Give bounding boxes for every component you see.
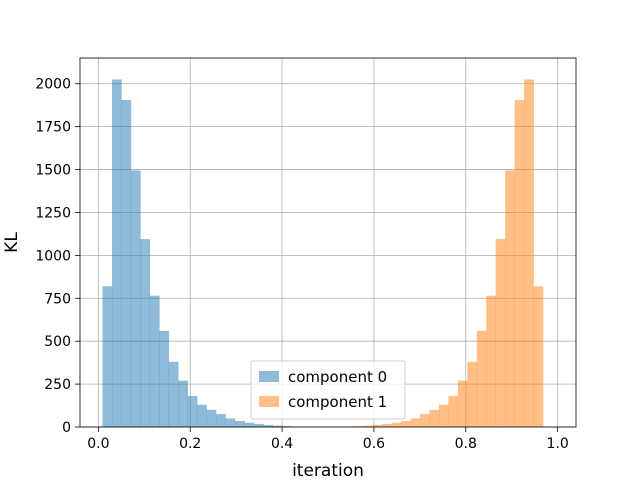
- legend-label-component-1: component 1: [288, 393, 387, 411]
- y-tick-label: 750: [44, 291, 71, 307]
- histogram-bar-component-1: [410, 418, 421, 427]
- histogram-bar-component-1: [391, 422, 402, 427]
- y-tick-label: 0: [62, 420, 71, 436]
- histogram-bar-component-1: [363, 425, 374, 427]
- histogram-bar-component-0: [130, 170, 141, 428]
- histogram-bar-component-0: [187, 396, 198, 427]
- legend: component 0 component 1: [250, 360, 406, 420]
- histogram-bar-component-1: [353, 426, 364, 427]
- y-tick-label: 1250: [35, 205, 71, 221]
- histogram-bar-component-1: [476, 330, 487, 427]
- y-tick-label: 1750: [35, 120, 71, 136]
- histogram-bar-component-1: [448, 396, 459, 427]
- histogram-bar-component-0: [234, 420, 245, 427]
- histogram-bar-component-1: [372, 424, 383, 427]
- x-tick-label: 0.2: [179, 436, 201, 452]
- histogram-bar-component-0: [121, 100, 132, 428]
- y-tick-label: 1500: [35, 163, 71, 179]
- x-tick-label: 0.0: [87, 436, 109, 452]
- x-tick-label: 0.8: [455, 436, 477, 452]
- histogram-bar-component-0: [178, 380, 188, 427]
- histogram-bar-component-0: [149, 295, 160, 427]
- histogram-bar-component-0: [206, 409, 217, 427]
- histogram-bar-component-1: [382, 423, 392, 427]
- histogram-bar-component-1: [533, 286, 544, 427]
- histogram-bar-component-0: [282, 426, 293, 427]
- x-tick-label: 0.4: [271, 436, 293, 452]
- legend-swatch-component-1: [259, 396, 279, 407]
- histogram-bar-component-1: [495, 239, 506, 427]
- histogram-bar-component-0: [225, 418, 236, 427]
- histogram-bar-component-1: [438, 404, 449, 427]
- histogram-bar-component-0: [216, 414, 226, 427]
- axis-ticks: 0.0 0.2 0.4 0.6 0.8 1.0 0 250 500 750 1000 1250 1500…: [35, 77, 568, 452]
- x-axis-label: iteration: [292, 461, 364, 480]
- x-tick-label: 1.0: [546, 436, 568, 452]
- histogram-bar-component-0: [102, 286, 113, 427]
- histogram-bar-component-1: [467, 361, 478, 427]
- histogram-bar-component-0: [159, 330, 170, 427]
- histogram-bars: [102, 79, 544, 428]
- histogram-bar-component-1: [429, 409, 440, 427]
- y-tick-label: 1000: [35, 248, 71, 264]
- y-tick-label: 250: [44, 377, 71, 393]
- histogram-bar-component-1: [401, 420, 411, 427]
- histogram-bar-component-1: [457, 380, 468, 427]
- x-tick-label: 0.6: [363, 436, 385, 452]
- histogram-bar-component-1: [486, 295, 497, 427]
- histogram-bar-component-1: [514, 100, 525, 428]
- histogram-bar-component-0: [111, 79, 122, 427]
- legend-box: [250, 360, 406, 420]
- histogram-bar-component-0: [140, 239, 151, 427]
- y-axis-label: KL: [2, 232, 22, 253]
- plot-frame: [79, 57, 577, 428]
- histogram-bar-component-0: [272, 425, 283, 427]
- histogram-bar-component-1: [420, 414, 430, 427]
- histogram-bar-component-0: [244, 422, 255, 427]
- histogram-bar-component-1: [505, 170, 515, 428]
- histogram-bar-component-0: [253, 423, 264, 427]
- histogram-bar-component-0: [197, 404, 207, 427]
- legend-swatch-component-0: [259, 371, 279, 382]
- y-tick-label: 500: [44, 334, 71, 350]
- histogram-bar-component-1: [524, 79, 534, 427]
- legend-label-component-0: component 0: [288, 368, 387, 386]
- histogram-bar-component-0: [263, 424, 274, 427]
- histogram-bar-component-0: [168, 361, 179, 427]
- grid: [80, 58, 576, 428]
- y-tick-label: 2000: [35, 77, 71, 93]
